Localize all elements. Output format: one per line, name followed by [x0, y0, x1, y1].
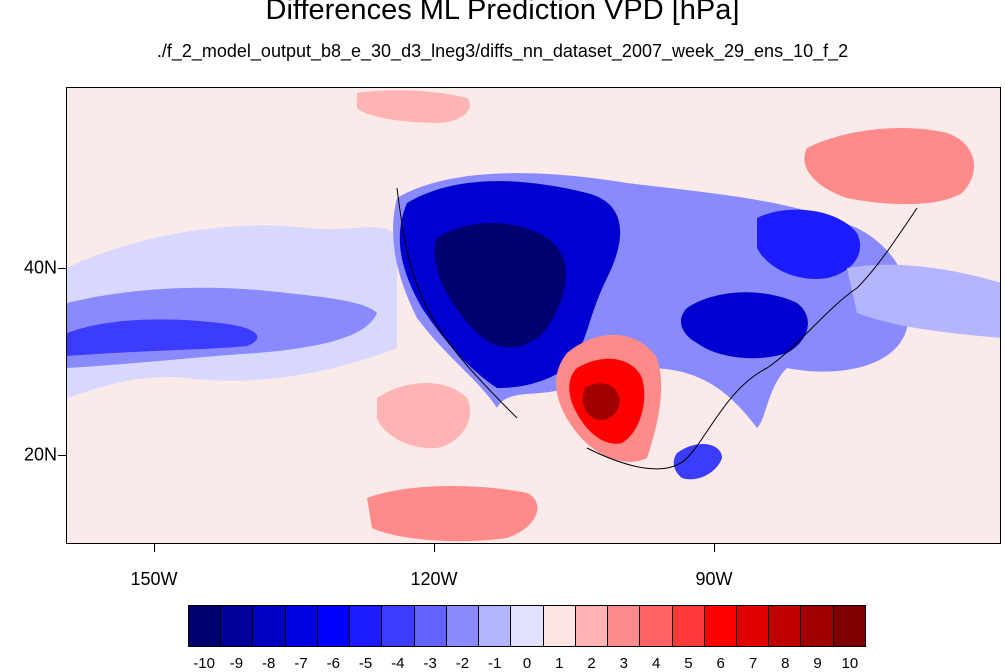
atlantic-light-blue	[847, 264, 1000, 338]
colorbar-label: 0	[522, 655, 532, 672]
tick-20n	[58, 455, 66, 456]
colorbar-label: 6	[716, 655, 725, 672]
lat-label-20n: 20N	[24, 444, 58, 465]
colorbar-label: 1	[555, 655, 564, 672]
colorbar-label: -4	[391, 655, 405, 672]
vpd-difference-field	[67, 90, 1000, 542]
colorbar-label: 7	[748, 655, 758, 672]
colorbar-cell	[414, 606, 447, 646]
colorbar-cell	[253, 606, 286, 646]
colorbar-cell	[575, 606, 609, 646]
colorbar	[188, 605, 866, 647]
lon-label-90w: 90W	[695, 569, 733, 589]
colorbar-label: 2	[587, 655, 596, 672]
colorbar-cell	[382, 606, 415, 646]
colorbar-cell	[704, 606, 737, 646]
colorbar-label: -8	[262, 655, 276, 672]
colorbar-cell	[769, 606, 802, 646]
colorbar-cell	[736, 606, 770, 646]
colorbar-label: -7	[294, 655, 308, 672]
colorbar-label: 3	[619, 655, 629, 672]
canada-positive	[804, 128, 974, 205]
tick-120w	[434, 544, 435, 552]
colorbar-label: -5	[358, 655, 373, 672]
colorbar-label: -6	[326, 655, 340, 672]
map-panel	[66, 87, 1001, 544]
colorbar-cell	[221, 606, 254, 646]
us-east-strong	[681, 292, 808, 359]
colorbar-label: 4	[651, 655, 661, 672]
gulf-negative	[673, 443, 722, 480]
colorbar-label: 9	[813, 655, 822, 672]
colorbar-label: 10	[841, 655, 859, 672]
colorbar-cell	[608, 606, 641, 646]
colorbar-cell	[479, 606, 512, 646]
colorbar-cell	[801, 606, 834, 646]
colorbar-cell	[350, 606, 383, 646]
lon-label-150w: 150W	[130, 569, 178, 589]
alaska-positive	[357, 90, 471, 123]
colorbar-cell	[543, 606, 576, 646]
us-west-darkest	[434, 223, 566, 348]
colorbar-cell	[446, 606, 480, 646]
colorbar-cell	[672, 606, 705, 646]
lat-label-40n: 40N	[24, 257, 58, 278]
pacific-strong-band	[67, 319, 258, 356]
colorbar-label: -2	[455, 655, 470, 672]
tick-90w	[714, 544, 715, 552]
colorbar-cell	[317, 606, 351, 646]
colorbar-cell	[640, 606, 673, 646]
colorbar-label: 8	[781, 655, 790, 672]
coastline	[396, 187, 918, 470]
map-subtitle: ./f_2_model_output_b8_e_30_d3_lneg3/diff…	[156, 41, 849, 61]
colorbar-cell	[189, 606, 222, 646]
colorbar-cell	[511, 606, 544, 646]
colorbar-cell	[285, 606, 318, 646]
colorbar-label: -9	[229, 655, 244, 672]
lon-label-120w: 120W	[410, 569, 458, 589]
us-northeast-strong	[757, 209, 861, 279]
pacific-positive-2	[367, 486, 538, 542]
mexico-darkest	[582, 383, 620, 421]
colorbar-label: -1	[488, 655, 502, 672]
pacific-positive-1	[377, 383, 471, 449]
map-title: Differences ML Prediction VPD [hPa]	[265, 0, 740, 26]
tick-40n	[58, 268, 66, 269]
colorbar-label: -3	[423, 655, 437, 672]
colorbar-label: -10	[193, 655, 215, 672]
colorbar-label: 5	[684, 655, 693, 672]
tick-150w	[154, 544, 155, 552]
colorbar-cell	[833, 606, 865, 646]
